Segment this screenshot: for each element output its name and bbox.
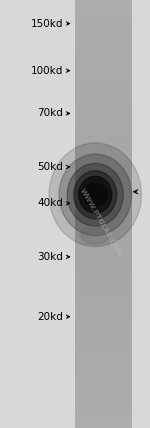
Ellipse shape — [74, 171, 117, 219]
Ellipse shape — [67, 163, 123, 226]
Ellipse shape — [79, 176, 112, 213]
Text: 100kd: 100kd — [31, 65, 63, 76]
Text: 20kd: 20kd — [37, 312, 63, 322]
Ellipse shape — [80, 226, 110, 244]
Text: 150kd: 150kd — [30, 18, 63, 29]
Text: 50kd: 50kd — [37, 162, 63, 172]
Text: 40kd: 40kd — [37, 198, 63, 208]
Ellipse shape — [49, 143, 141, 247]
Text: 30kd: 30kd — [37, 252, 63, 262]
Text: WWW.PTGLAB.COM: WWW.PTGLAB.COM — [79, 188, 122, 257]
Ellipse shape — [83, 183, 108, 206]
Ellipse shape — [59, 154, 132, 235]
Text: 70kd: 70kd — [37, 108, 63, 119]
